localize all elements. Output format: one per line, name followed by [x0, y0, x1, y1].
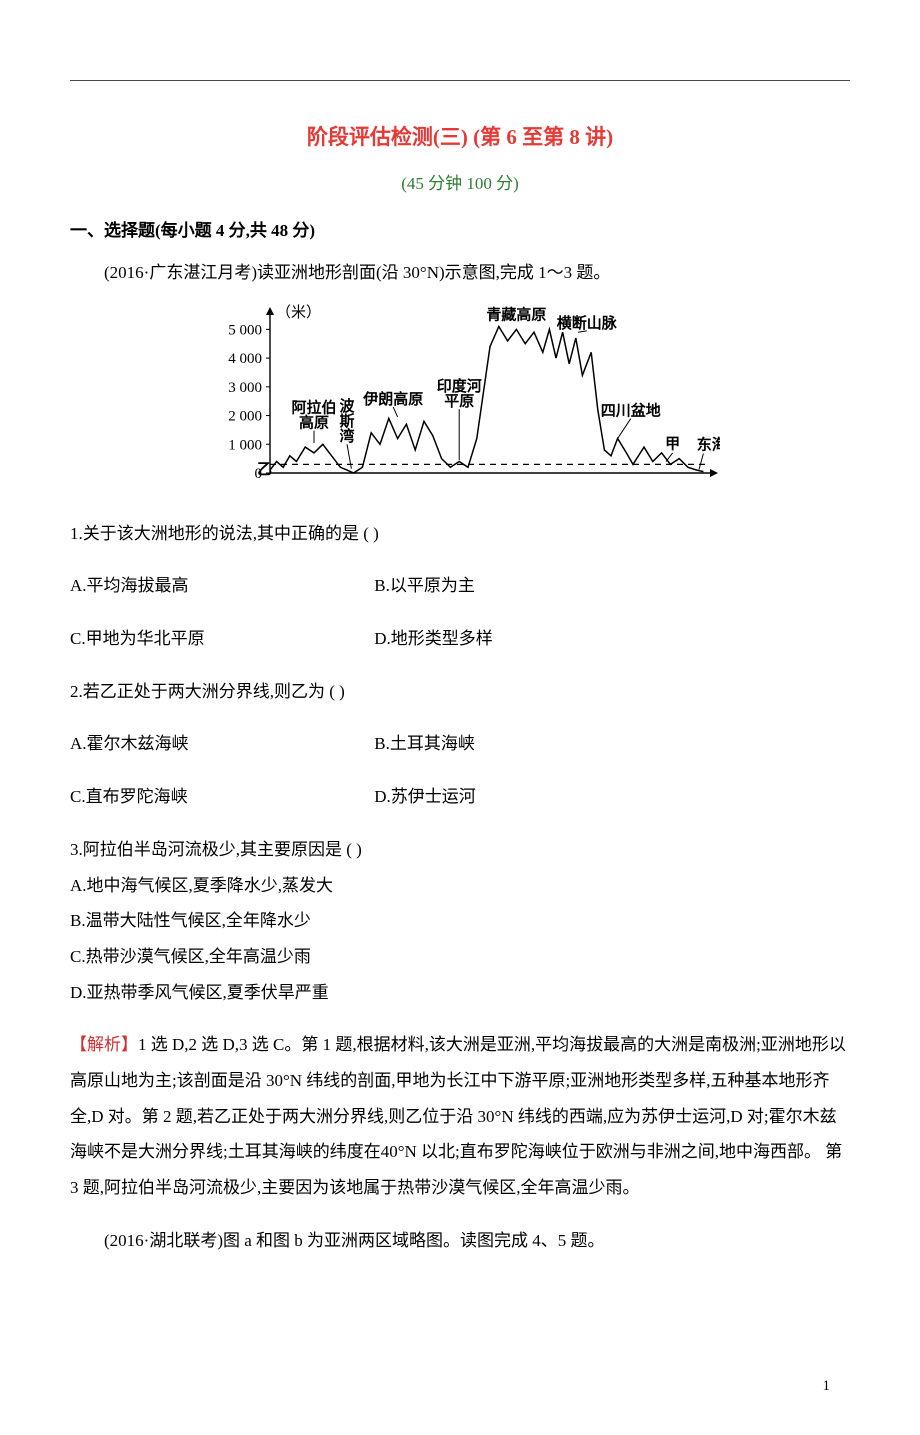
svg-text:（米）: （米） [276, 304, 321, 321]
page-container: 阶段评估检测(三) (第 6 至第 8 讲) (45 分钟 100 分) 一、选… [0, 0, 920, 1435]
svg-text:2 000: 2 000 [228, 408, 262, 424]
q2-stem: 2.若乙正处于两大洲分界线,则乙为 ( ) [70, 674, 850, 710]
analysis-label: 【解析】 [70, 1035, 138, 1054]
intro-1: (2016·广东湛江月考)读亚洲地形剖面(沿 30°N)示意图,完成 1～3 题… [70, 255, 850, 291]
svg-text:东海: 东海 [697, 435, 720, 453]
section-1-heading: 一、选择题(每小题 4 分,共 48 分) [70, 216, 850, 241]
svg-text:甲: 甲 [665, 435, 680, 452]
profile-chart-wrap: 01 0002 0003 0004 0005 000（米）乙阿拉伯高原波斯湾伊朗… [70, 301, 850, 496]
svg-text:乙: 乙 [257, 461, 272, 478]
svg-text:平原: 平原 [444, 393, 474, 410]
q3-opt-a: A.地中海气候区,夏季降水少,蒸发大 [70, 868, 850, 904]
q2-opt-a: A.霍尔木兹海峡 [70, 726, 370, 762]
q2-row2: C.直布罗陀海峡 D.苏伊士运河 [70, 779, 850, 815]
page-number: 1 [70, 1378, 850, 1395]
q3-opt-c: C.热带沙漠气候区,全年高温少雨 [70, 939, 850, 975]
svg-text:高原: 高原 [299, 413, 329, 431]
svg-text:伊朗高原: 伊朗高原 [362, 390, 423, 408]
q2-opt-b: B.土耳其海峡 [374, 726, 475, 762]
svg-text:四川盆地: 四川盆地 [601, 401, 661, 419]
doc-title: 阶段评估检测(三) (第 6 至第 8 讲) [70, 121, 850, 151]
q1-row2: C.甲地为华北平原 D.地形类型多样 [70, 621, 850, 657]
q2-opt-c: C.直布罗陀海峡 [70, 779, 370, 815]
svg-text:4 000: 4 000 [228, 351, 262, 367]
q3-stem: 3.阿拉伯半岛河流极少,其主要原因是 ( ) [70, 832, 850, 868]
q1-row1: A.平均海拔最高 B.以平原为主 [70, 568, 850, 604]
svg-text:青藏高原: 青藏高原 [486, 305, 546, 323]
q1-opt-d: D.地形类型多样 [374, 621, 493, 657]
analysis-body: 1 选 D,2 选 D,3 选 C。第 1 题,根据材料,该大洲是亚洲,平均海拔… [70, 1035, 846, 1197]
svg-text:横断山脉: 横断山脉 [557, 314, 618, 332]
q2-opt-d: D.苏伊士运河 [374, 779, 476, 815]
q3-opt-d: D.亚热带季风气候区,夏季伏旱严重 [70, 975, 850, 1011]
top-rule [70, 80, 850, 81]
svg-text:湾: 湾 [339, 427, 354, 445]
doc-subtitle: (45 分钟 100 分) [70, 169, 850, 194]
analysis-block: 【解析】1 选 D,2 选 D,3 选 C。第 1 题,根据材料,该大洲是亚洲,… [70, 1027, 850, 1205]
q1-opt-c: C.甲地为华北平原 [70, 621, 370, 657]
svg-text:5 000: 5 000 [228, 322, 262, 338]
q2-row1: A.霍尔木兹海峡 B.土耳其海峡 [70, 726, 850, 762]
intro-2: (2016·湖北联考)图 a 和图 b 为亚洲两区域略图。读图完成 4、5 题。 [70, 1223, 850, 1259]
svg-text:3 000: 3 000 [228, 380, 262, 396]
q1-opt-b: B.以平原为主 [374, 568, 475, 604]
q3-opt-b: B.温带大陆性气候区,全年降水少 [70, 903, 850, 939]
svg-text:1 000: 1 000 [228, 437, 262, 453]
q1-opt-a: A.平均海拔最高 [70, 568, 370, 604]
q1-stem: 1.关于该大洲地形的说法,其中正确的是 ( ) [70, 516, 850, 552]
profile-chart: 01 0002 0003 0004 0005 000（米）乙阿拉伯高原波斯湾伊朗… [200, 301, 720, 496]
